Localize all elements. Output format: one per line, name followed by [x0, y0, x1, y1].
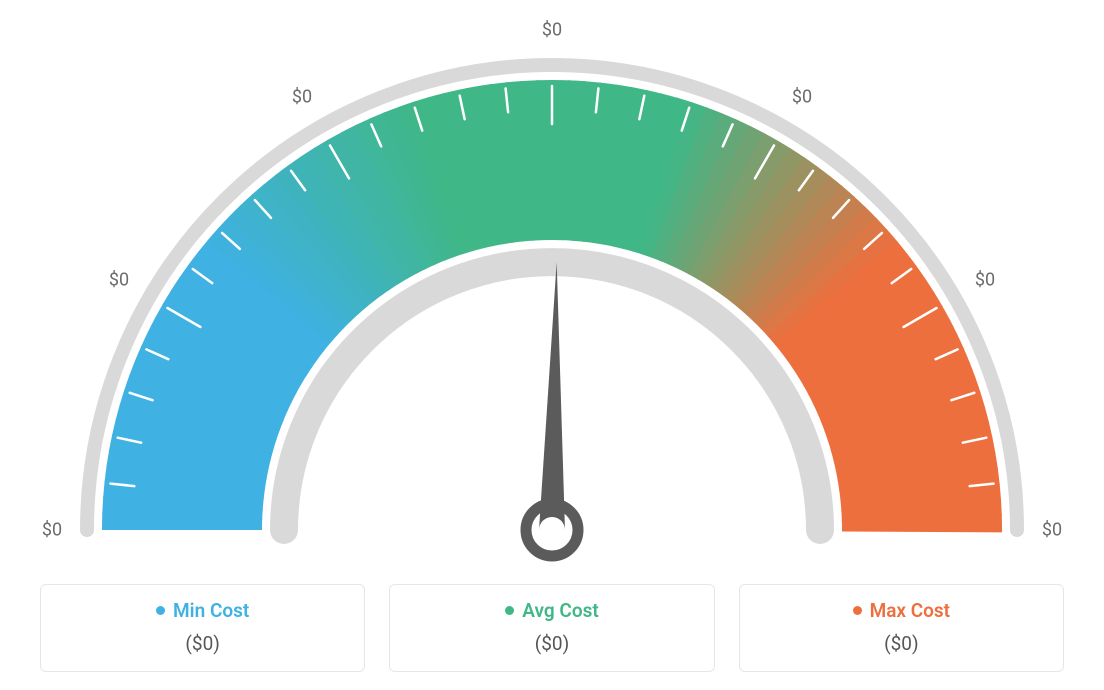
legend-value-max: ($0) — [750, 632, 1053, 655]
legend-label-max: Max Cost — [870, 599, 951, 622]
gauge-tick-label: $0 — [42, 520, 62, 541]
legend-dot-max — [853, 606, 862, 615]
gauge-area: $0 $0 $0 $0 $0 $0 $0 — [0, 0, 1104, 560]
gauge-svg — [22, 20, 1082, 580]
gauge-tick-label: $0 — [1042, 520, 1062, 541]
legend-label-avg: Avg Cost — [522, 599, 598, 622]
legend-value-min: ($0) — [51, 632, 354, 655]
legend-row: Min Cost ($0) Avg Cost ($0) Max Cost ($0… — [40, 584, 1064, 672]
gauge-tick-label: $0 — [542, 20, 562, 41]
legend-card-min: Min Cost ($0) — [40, 584, 365, 672]
legend-value-avg: ($0) — [400, 632, 703, 655]
gauge-tick-label: $0 — [109, 270, 129, 291]
legend-dot-min — [156, 606, 165, 615]
legend-card-max: Max Cost ($0) — [739, 584, 1064, 672]
cost-gauge-chart: $0 $0 $0 $0 $0 $0 $0 Min Cost ($0) Avg Cost ($… — [0, 0, 1104, 690]
gauge-tick-label: $0 — [792, 86, 812, 107]
legend-dot-avg — [505, 606, 514, 615]
legend-card-avg: Avg Cost ($0) — [389, 584, 714, 672]
gauge-tick-label: $0 — [292, 86, 312, 107]
legend-label-min: Min Cost — [173, 599, 249, 622]
gauge-tick-label: $0 — [975, 270, 995, 291]
